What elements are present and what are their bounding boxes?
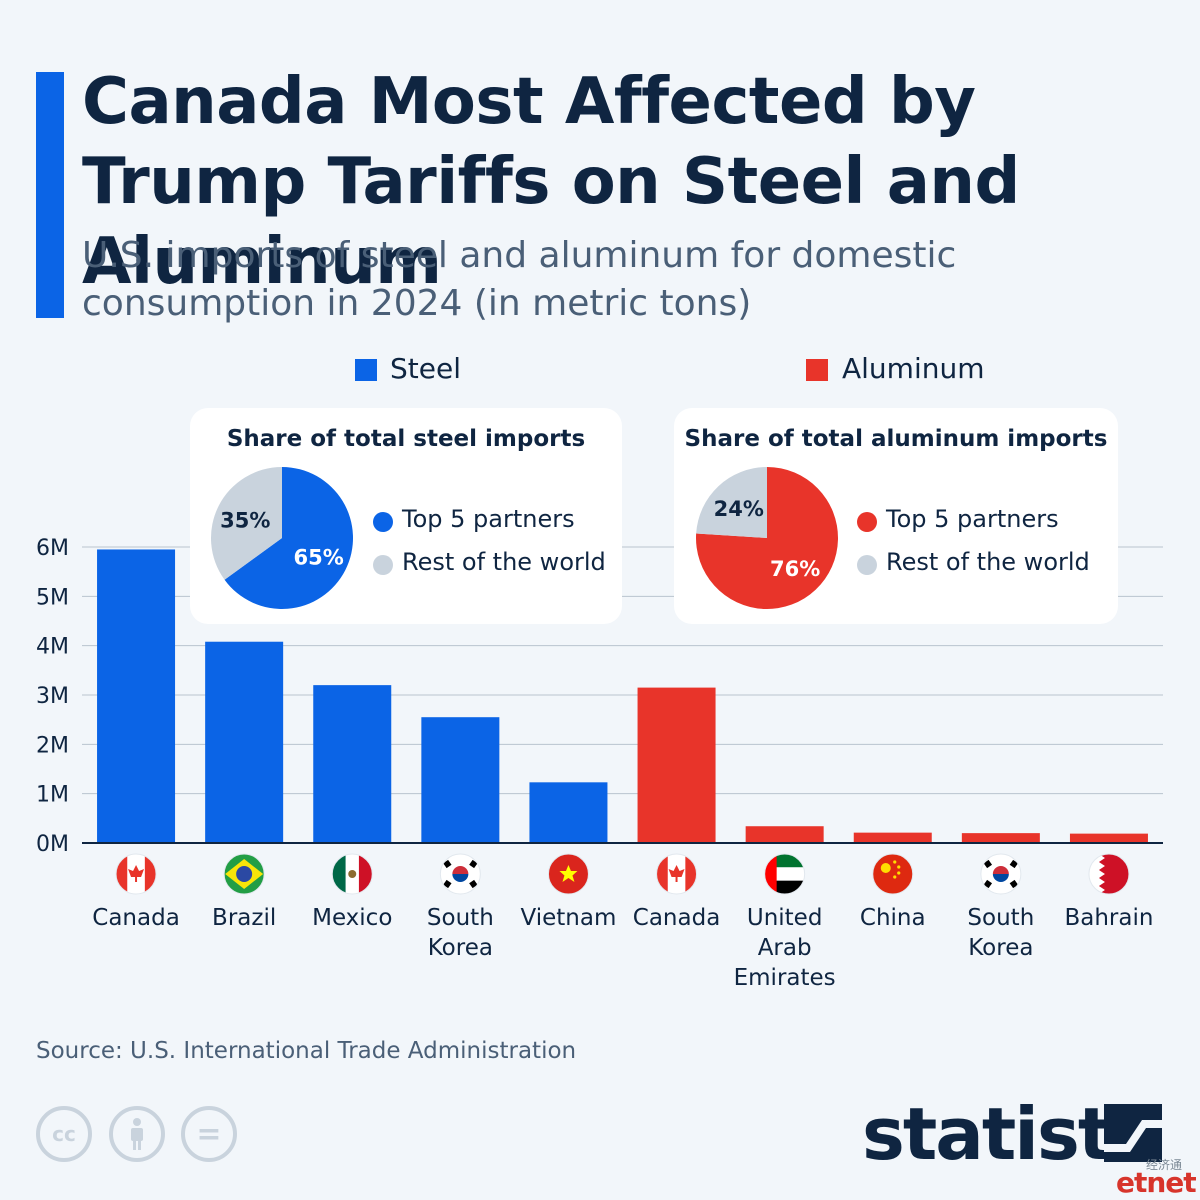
bar-steel[interactable] <box>529 782 608 843</box>
steel-share-card: Share of total steel imports 65% 35% Top … <box>190 408 622 624</box>
chart-title: Canada Most Affected by Trump Tariffs on… <box>82 65 1020 299</box>
uae-flag-icon <box>764 853 806 895</box>
aluminum-rest-label: Rest of the world <box>886 548 1090 576</box>
legend-steel-swatch <box>355 359 377 381</box>
steel-pie: 65% 35% <box>211 467 353 609</box>
x-category-label: Brazil <box>212 905 276 931</box>
south-korea-flag-icon <box>439 853 481 895</box>
legend-steel-label: Steel <box>390 352 461 385</box>
bar-aluminum[interactable] <box>853 832 932 843</box>
bar-steel[interactable] <box>205 641 284 843</box>
title-accent-bar <box>36 72 64 318</box>
statista-logo-icon <box>1104 1104 1162 1162</box>
x-category-label: United Arab Emirates <box>734 905 836 991</box>
no-derivatives-icon[interactable]: = <box>181 1106 237 1162</box>
x-category-label: Bahrain <box>1064 905 1153 931</box>
steel-pie-slice-label: 35% <box>220 508 270 532</box>
steel-rest-dot <box>373 555 393 575</box>
bar-aluminum[interactable] <box>961 833 1040 843</box>
steel-share-title: Share of total steel imports <box>226 426 586 452</box>
aluminum-pie-slice-rest[interactable] <box>696 467 767 538</box>
aluminum-share-card: Share of total aluminum imports 76% 24% T… <box>674 408 1118 624</box>
steel-pie-slice-top5[interactable] <box>224 467 353 609</box>
bar-steel[interactable] <box>313 685 392 843</box>
source-note: Source: U.S. International Trade Adminis… <box>36 1038 577 1064</box>
aluminum-top5-label: Top 5 partners <box>886 505 1059 533</box>
canada-flag-icon <box>656 853 698 895</box>
aluminum-rest-dot <box>857 555 877 575</box>
south-korea-flag-icon <box>980 853 1022 895</box>
watermark-cn: 经济通 <box>1146 1158 1183 1172</box>
aluminum-pie: 76% 24% <box>696 467 838 609</box>
steel-pie-slice-label: 65% <box>294 546 344 570</box>
x-category-label: Mexico <box>312 905 392 931</box>
aluminum-pie-slice-label: 76% <box>770 557 820 581</box>
bar-aluminum[interactable] <box>637 687 716 843</box>
y-tick-label: 1M <box>36 783 69 808</box>
bar-steel[interactable] <box>421 717 500 843</box>
y-tick-label: 4M <box>36 635 69 660</box>
bahrain-flag-icon <box>1088 853 1130 895</box>
x-category-label: Canada <box>92 905 180 931</box>
x-category-label: China <box>860 905 926 931</box>
chart-subtitle: U.S. imports of steel and aluminum for d… <box>82 235 957 324</box>
aluminum-top5-dot <box>857 512 877 532</box>
x-category-label: Canada <box>633 905 721 931</box>
bar-aluminum[interactable] <box>745 826 824 843</box>
bar-steel[interactable] <box>97 549 176 843</box>
x-category-label: Vietnam <box>521 905 617 931</box>
steel-rest-label: Rest of the world <box>402 548 606 576</box>
legend-aluminum-label: Aluminum <box>842 352 985 385</box>
steel-pie-slice-rest[interactable] <box>211 467 282 580</box>
steel-top5-label: Top 5 partners <box>402 505 575 533</box>
vietnam-flag-icon <box>547 853 589 895</box>
y-tick-label: 6M <box>36 536 69 561</box>
y-tick-label: 3M <box>36 684 69 709</box>
brazil-flag-icon <box>223 853 265 895</box>
y-tick-label: 5M <box>36 585 69 610</box>
legend-aluminum-swatch <box>806 359 828 381</box>
y-tick-label: 2M <box>36 733 69 758</box>
bar-aluminum[interactable] <box>1069 833 1148 843</box>
watermark-etnet: etnet <box>1116 1166 1197 1199</box>
y-tick-label: 0M <box>36 832 69 857</box>
aluminum-pie-slice-label: 24% <box>714 497 764 521</box>
x-category-label: South Korea <box>427 905 494 961</box>
china-flag-icon <box>872 853 914 895</box>
aluminum-share-title: Share of total aluminum imports <box>684 426 1108 452</box>
cc-icon[interactable]: cc <box>36 1106 92 1162</box>
steel-top5-dot <box>373 512 393 532</box>
attribution-icon[interactable] <box>109 1106 165 1162</box>
canada-flag-icon <box>115 853 157 895</box>
mexico-flag-icon <box>331 853 373 895</box>
x-category-label: South Korea <box>967 905 1034 961</box>
